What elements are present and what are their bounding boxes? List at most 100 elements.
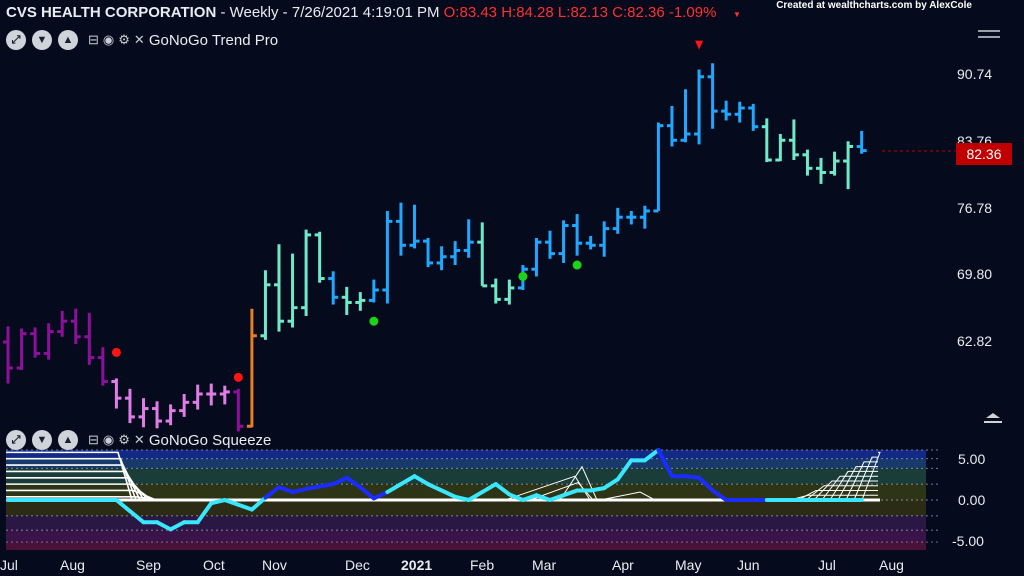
oscillator-segment — [263, 485, 281, 500]
gear-icon[interactable]: ⚙ — [118, 432, 130, 447]
oscillator-segment — [439, 488, 458, 499]
price-tick: 62.82 — [957, 333, 993, 349]
price-bar — [328, 271, 339, 305]
price-bar — [219, 385, 230, 405]
price-bar — [179, 394, 190, 417]
low-label: L: — [557, 4, 571, 21]
squeeze-band — [6, 450, 926, 459]
price-bar — [490, 278, 501, 304]
squeeze-tick: 5.00 — [958, 451, 986, 467]
price-bar — [585, 235, 596, 250]
squeeze-band — [6, 515, 926, 531]
price-bar — [165, 404, 176, 426]
eye-icon[interactable]: ◉ — [102, 32, 115, 47]
price-tick: 90.74 — [957, 66, 993, 82]
price-bar — [43, 323, 54, 360]
price-bar — [97, 347, 108, 386]
chart-header: CVS HEALTH CORPORATION - Weekly - 7/26/2… — [0, 0, 1024, 26]
price-bar — [206, 383, 217, 406]
oscillator-segment — [277, 485, 295, 495]
squeeze-layer — [813, 480, 878, 501]
chevron-down-icon[interactable]: ▼ — [32, 30, 52, 50]
price-bar — [3, 326, 13, 384]
oscillator-segment — [398, 474, 417, 487]
date-label: Aug — [60, 557, 85, 573]
date-label: May — [675, 557, 702, 573]
resize-handle-icon[interactable] — [982, 412, 1004, 426]
price-bar — [558, 220, 569, 263]
oscillator-segment — [493, 482, 512, 497]
price-tick: 69.80 — [957, 266, 993, 282]
squeeze-layer — [6, 457, 137, 501]
oscillator-segment — [168, 520, 187, 532]
price-bar — [856, 130, 867, 154]
close-icon[interactable]: ✕ — [133, 432, 145, 447]
buy-signal-dot — [369, 316, 379, 326]
oscillator-segment — [520, 493, 539, 502]
price-bar — [84, 312, 95, 365]
oscillator-segment — [588, 486, 607, 493]
price-bar — [531, 238, 542, 277]
oscillator-segment — [249, 495, 268, 512]
price-bar — [246, 308, 257, 428]
chevron-up-icon[interactable]: ▲ — [58, 30, 78, 50]
squeeze-bands — [6, 450, 926, 550]
oscillator-segment — [642, 448, 661, 463]
buy-signal-dot — [572, 260, 582, 270]
price-bar — [138, 398, 149, 428]
close-icon[interactable]: ✕ — [133, 32, 145, 47]
oscillator-segment — [507, 492, 525, 502]
price-bar — [721, 100, 732, 121]
eye-icon[interactable]: ◉ — [102, 432, 115, 447]
oscillator-segment — [548, 493, 566, 502]
price-bar — [734, 101, 745, 123]
expand-icon[interactable]: ⤢ — [6, 430, 26, 450]
oscillator-segment — [656, 448, 674, 479]
squeeze-panel-toolbar: ⤢ ▼ ▲ ⊟ ◉ ⚙ ✕ GoNoGo Squeeze — [6, 430, 271, 450]
price-bar — [436, 246, 447, 271]
squeeze-band — [6, 484, 926, 500]
collapse-square-icon[interactable]: ⊟ — [88, 32, 99, 47]
gear-icon[interactable]: ⚙ — [118, 32, 130, 47]
menu-icon[interactable] — [978, 30, 1000, 44]
credit-text: Created at wealthcharts.com by AlexCole — [776, 0, 972, 11]
symbol-name: CVS HEALTH CORPORATION — [6, 4, 217, 21]
date-label: Jul — [818, 557, 836, 573]
oscillator-segment — [480, 482, 498, 495]
price-bar — [301, 229, 312, 316]
oscillator-segment — [371, 490, 390, 501]
squeeze-band — [6, 542, 926, 550]
price-bar — [70, 308, 81, 345]
oscillator-segment — [236, 502, 254, 512]
price-bar — [504, 279, 515, 305]
price-bar — [192, 384, 203, 410]
squeeze-layer — [845, 461, 878, 501]
price-bar — [30, 327, 41, 358]
squeeze-layer — [821, 475, 878, 501]
price-bar — [463, 219, 474, 258]
price-bar — [653, 122, 664, 213]
expand-icon[interactable]: ⤢ — [6, 30, 26, 50]
high-value: 84.28 — [516, 4, 554, 21]
oscillator-line — [6, 448, 864, 532]
collapse-square-icon[interactable]: ⊟ — [88, 432, 99, 447]
oscillator-segment — [304, 484, 322, 491]
squeeze-tick: -5.00 — [952, 533, 984, 549]
price-bar — [802, 149, 813, 176]
oscillator-segment — [385, 482, 403, 495]
chevron-up-icon[interactable]: ▲ — [58, 430, 78, 450]
price-bar — [612, 207, 623, 234]
price-bar — [829, 151, 840, 176]
oscillator-segment — [290, 486, 309, 495]
price-bar — [287, 253, 298, 328]
chevron-down-icon[interactable]: ▼ — [32, 430, 52, 450]
price-bar — [639, 205, 650, 229]
oscillator-segment — [358, 485, 376, 501]
squeeze-spike — [599, 491, 656, 501]
oscillator-segment — [344, 475, 363, 490]
squeeze-band — [6, 458, 926, 469]
squeeze-tick: 0.00 — [958, 492, 986, 508]
oscillator-segment — [697, 475, 715, 493]
low-value: 82.13 — [570, 4, 608, 21]
